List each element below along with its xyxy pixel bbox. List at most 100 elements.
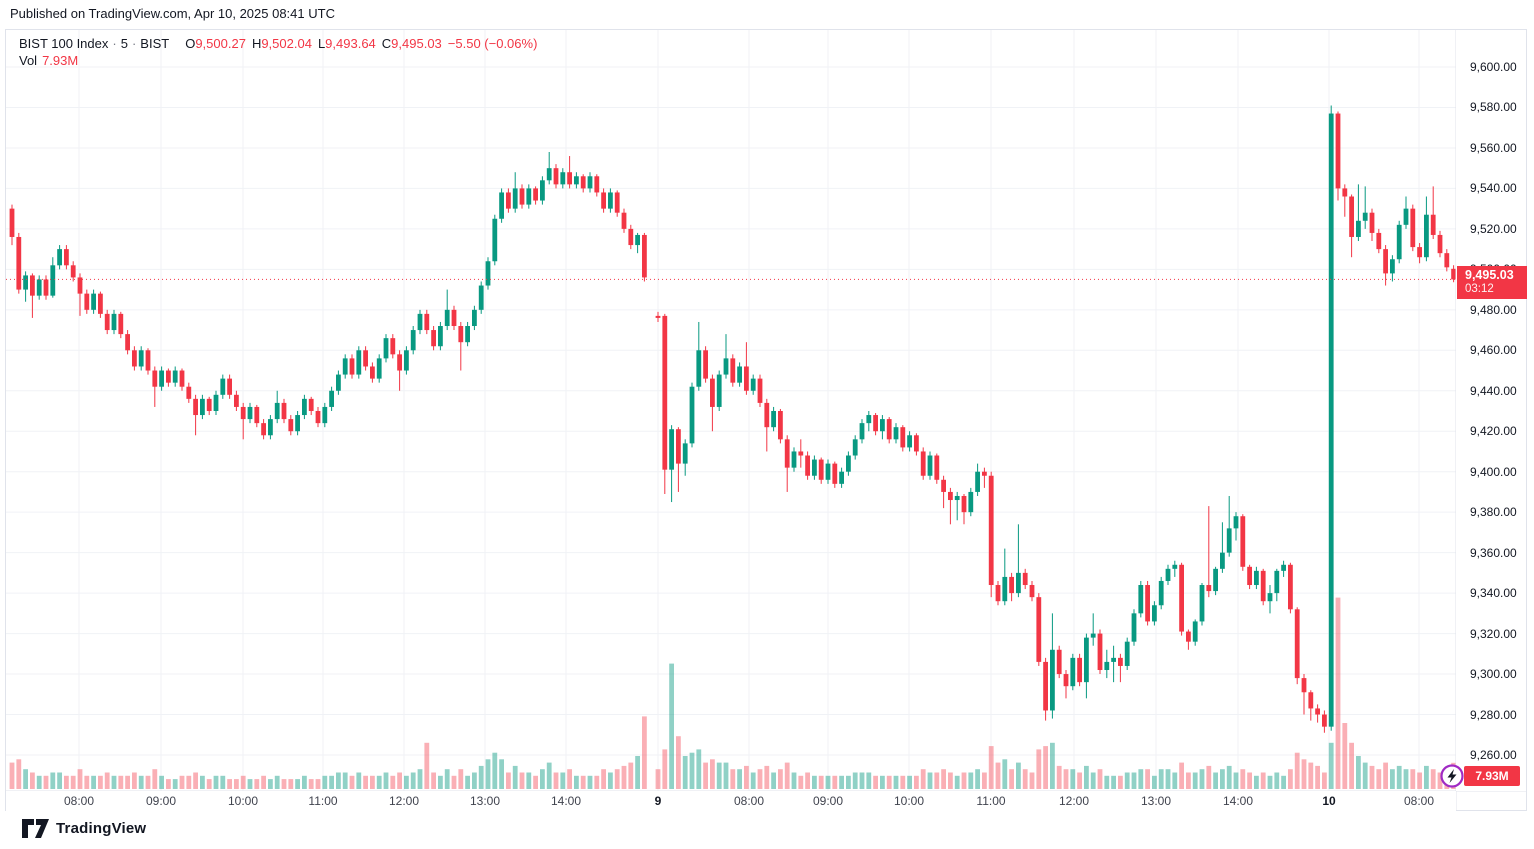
price-chart-canvas[interactable] [6, 30, 1526, 810]
volume-bar [1424, 765, 1429, 789]
volume-bar [492, 752, 498, 789]
volume-bar [1206, 765, 1212, 789]
price-tick-label: 9,340.00 [1470, 586, 1517, 601]
volume-bar [193, 772, 198, 789]
candle-body [880, 419, 885, 432]
price-tick-label: 9,260.00 [1470, 747, 1517, 762]
time-tick-label: 13:00 [469, 794, 501, 808]
candle-body [383, 338, 389, 359]
volume-legend: Vol 7.93M [19, 53, 78, 68]
exchange-label[interactable]: BIST [140, 36, 170, 51]
time-axis[interactable]: 08:00 09:00 10:00 11:00 12:00 13:00 14:00 9 08:0… [6, 791, 1456, 811]
candle-body [200, 398, 205, 416]
candle-body [907, 435, 912, 448]
volume-bar [1077, 772, 1082, 789]
volume-bar [1301, 759, 1307, 789]
candle-body [1090, 633, 1096, 638]
volume-bar [1029, 772, 1035, 789]
volume-bar [36, 775, 42, 789]
volume-bar [349, 775, 355, 789]
candle-body [1424, 214, 1429, 258]
flash-icon[interactable] [1439, 763, 1465, 789]
candle-body [1002, 576, 1008, 602]
candle-body [682, 443, 688, 464]
candle-body [642, 234, 647, 278]
volume-bar [43, 775, 49, 789]
candle-body [703, 350, 708, 379]
candle-body [676, 429, 681, 464]
candle-body [1165, 568, 1171, 581]
time-tick-label: 10:00 [227, 794, 259, 808]
candle-body [560, 172, 566, 185]
volume-bar [689, 752, 695, 789]
volume-bar [1186, 772, 1191, 789]
candle-body [546, 168, 552, 181]
candle-body [805, 455, 810, 476]
candle-body [961, 495, 967, 513]
candle-body [288, 419, 294, 432]
volume-label-text: Vol [19, 53, 38, 68]
volume-bar [818, 775, 824, 789]
candle-body [621, 212, 627, 229]
candle-body [866, 415, 872, 424]
candle-body [492, 218, 498, 262]
volume-bar [968, 772, 974, 789]
volume-bar [737, 769, 742, 789]
candle-body [77, 277, 83, 294]
candle-body [370, 366, 375, 379]
candle-body [1328, 113, 1334, 727]
volume-bar [70, 775, 76, 789]
candle-body [975, 471, 980, 492]
candle-body [444, 309, 450, 327]
candle-body [118, 313, 124, 335]
candle-body [390, 338, 396, 355]
volume-bar [1172, 772, 1178, 789]
last-price-label: 9,495.03 03:12 [1457, 266, 1527, 299]
price-tick-label: 9,480.00 [1470, 302, 1517, 317]
interval-label[interactable]: 5 [120, 36, 128, 51]
candle-body [1179, 564, 1184, 632]
candle-body [261, 423, 266, 436]
volume-bar [1417, 772, 1422, 789]
candle-body [900, 427, 906, 448]
volume-bar [526, 772, 532, 789]
candle-body [934, 455, 940, 480]
volume-bar [628, 762, 634, 789]
volume-bar [750, 772, 756, 789]
volume-bar [281, 779, 287, 789]
volume-bar [546, 762, 552, 789]
candle-body [349, 358, 355, 375]
price-tick-label: 9,520.00 [1470, 221, 1517, 236]
volume-bar [506, 772, 511, 789]
time-tick-label: 12:00 [388, 794, 420, 808]
symbol-name[interactable]: BIST 100 Index [19, 36, 109, 51]
volume-bar [1226, 765, 1232, 789]
candle-body [1124, 641, 1130, 666]
volume-bar [64, 775, 69, 789]
candle-body [689, 386, 695, 444]
tradingview-logo[interactable]: TradingView [22, 819, 146, 838]
volume-bar [254, 779, 260, 789]
candle-body [1376, 232, 1382, 250]
candle-body [397, 354, 402, 371]
volume-bar [988, 746, 994, 789]
volume-bar [336, 772, 341, 789]
candle-body [1192, 621, 1198, 642]
candle-body [36, 279, 42, 296]
volume-bar [1009, 769, 1014, 789]
price-axis[interactable]: 9,600.00 9,580.00 9,560.00 9,540.00 9,520.00… [1456, 30, 1526, 791]
candle-body [1396, 224, 1402, 260]
candle-body [424, 313, 430, 331]
candle-body [478, 285, 484, 310]
volume-bar [132, 772, 137, 789]
volume-bar [574, 775, 579, 789]
candle-body [1070, 657, 1076, 687]
volume-bar [288, 779, 294, 789]
time-tick-label: 09:00 [812, 794, 844, 808]
candle-body [859, 423, 865, 440]
volume-bar [1288, 769, 1293, 789]
candle-body [995, 585, 1001, 602]
candle-body [750, 378, 756, 391]
tradingview-logo-text: TradingView [56, 820, 147, 837]
volume-bar [614, 769, 620, 789]
